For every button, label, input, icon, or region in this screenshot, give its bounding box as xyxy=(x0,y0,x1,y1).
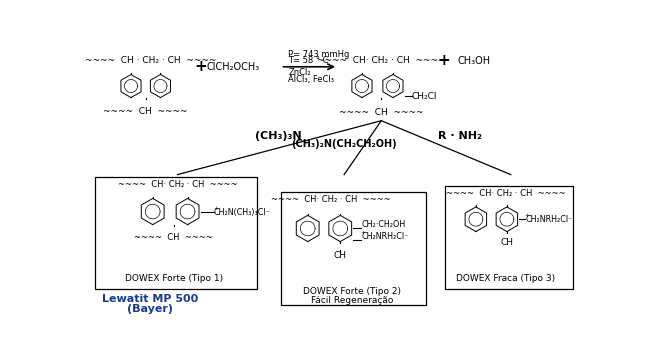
Text: CH₂NRH₂Cl⁻: CH₂NRH₂Cl⁻ xyxy=(361,232,408,241)
Text: (CH₃)₂N(CH₂CH₂OH): (CH₃)₂N(CH₂CH₂OH) xyxy=(292,139,397,149)
Text: CH₂N(CH₃)₃Cl⁻: CH₂N(CH₃)₃Cl⁻ xyxy=(214,208,271,217)
Text: +: + xyxy=(213,206,218,211)
Text: DOWEX Forte (Tipo 2): DOWEX Forte (Tipo 2) xyxy=(303,287,401,296)
Text: ~~~~  CH  ~~~~: ~~~~ CH ~~~~ xyxy=(339,108,424,118)
Text: +: + xyxy=(194,59,207,74)
Text: ClCH₂OCH₃: ClCH₂OCH₃ xyxy=(206,62,260,72)
Text: +: + xyxy=(438,53,450,68)
Text: Fácil Regeneração: Fácil Regeneração xyxy=(311,296,393,305)
Text: ZnCl₂: ZnCl₂ xyxy=(288,68,311,78)
Text: ~~~~  CH  ~~~~: ~~~~ CH ~~~~ xyxy=(134,233,213,242)
Text: CH₂Cl: CH₂Cl xyxy=(412,91,437,100)
Text: ~~~~  CH· CH₂ · CH  ~~~~: ~~~~ CH· CH₂ · CH ~~~~ xyxy=(271,195,391,205)
Text: DOWEX Forte (Tipo 1): DOWEX Forte (Tipo 1) xyxy=(124,274,223,283)
Text: T= 58 ° C: T= 58 ° C xyxy=(288,56,329,65)
Text: (CH₃)₃N: (CH₃)₃N xyxy=(255,131,302,141)
Bar xyxy=(95,177,257,289)
Text: P= 743 mmHg: P= 743 mmHg xyxy=(288,50,350,59)
Text: CH: CH xyxy=(333,251,347,260)
Text: +: + xyxy=(524,213,530,218)
Text: CH₂·CH₂OH: CH₂·CH₂OH xyxy=(361,220,406,229)
Text: Lewatit MP 500: Lewatit MP 500 xyxy=(103,294,199,304)
Text: CH₃OH: CH₃OH xyxy=(458,56,491,66)
Text: R · NH₂: R · NH₂ xyxy=(439,131,482,141)
Text: ~~~~  CH· CH₂ · CH  ~~~~: ~~~~ CH· CH₂ · CH ~~~~ xyxy=(317,56,446,65)
Text: ~~~~  CH  ~~~~: ~~~~ CH ~~~~ xyxy=(103,107,188,116)
Text: +: + xyxy=(361,230,365,235)
Text: ~~~~  CH· CH₂ · CH  ~~~~: ~~~~ CH· CH₂ · CH ~~~~ xyxy=(446,189,565,198)
Text: DOWEX Fraca (Tipo 3): DOWEX Fraca (Tipo 3) xyxy=(456,274,555,283)
Bar xyxy=(281,192,426,305)
Text: AlCl₃, FeCl₃: AlCl₃, FeCl₃ xyxy=(288,75,334,84)
Text: CH₂NRH₂Cl⁻: CH₂NRH₂Cl⁻ xyxy=(526,215,573,224)
Text: (Bayer): (Bayer) xyxy=(127,304,174,314)
Text: ~~~~  CH· CH₂ · CH  ~~~~: ~~~~ CH· CH₂ · CH ~~~~ xyxy=(117,180,237,189)
Text: ~~~~  CH · CH₂ · CH  ~~~~: ~~~~ CH · CH₂ · CH ~~~~ xyxy=(84,56,216,65)
Bar xyxy=(445,186,573,289)
Text: CH: CH xyxy=(501,238,513,247)
